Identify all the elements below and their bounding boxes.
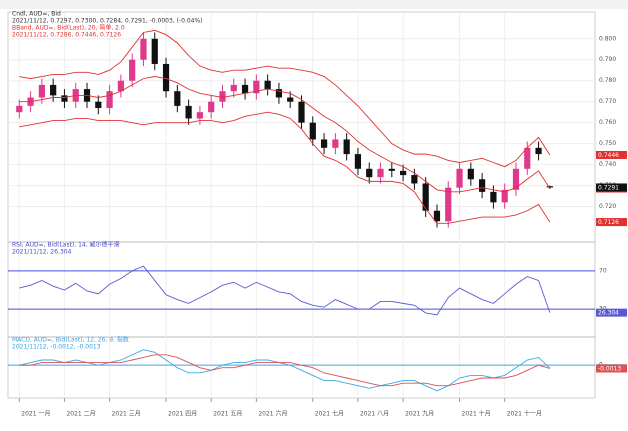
candle-body xyxy=(117,80,124,92)
candle-body xyxy=(16,105,23,113)
candle-body xyxy=(50,84,57,96)
x-tick-label: 2021 二月 xyxy=(66,411,95,418)
candle-body xyxy=(546,186,553,188)
legend-text: MACD, AUD=, Bid(Last), 12, 26, 9, 指数 xyxy=(12,336,129,344)
legend-text: 2021/11/12, 0.7286, 0.7446, 0.7126 xyxy=(12,32,121,39)
candle-body xyxy=(535,147,542,155)
series-line xyxy=(19,76,551,193)
candle-body xyxy=(129,59,136,81)
candle-body xyxy=(95,101,102,108)
y-tick-label: 0.740 xyxy=(599,161,616,168)
candle-body xyxy=(140,38,147,60)
candle-body xyxy=(264,80,271,90)
legend-text: BBand, AUD=, Bid(Last), 20, 简单, 2.0 xyxy=(12,24,125,32)
value-box-label: -0.0013 xyxy=(598,365,621,372)
candle-body xyxy=(241,84,249,94)
y-tick-label: 0.720 xyxy=(599,203,616,210)
window-bar xyxy=(0,0,628,9)
value-box xyxy=(596,218,627,227)
x-tick-label: 2021 四月 xyxy=(168,411,197,418)
value-box xyxy=(596,150,627,159)
value-box-label: 26.304 xyxy=(598,310,619,317)
candle-body xyxy=(253,80,260,94)
y-tick-label: 0.750 xyxy=(599,140,616,147)
y-tick-label: 0.800 xyxy=(599,35,616,42)
series-line xyxy=(19,29,551,168)
y-tick-label: 0.790 xyxy=(599,56,616,63)
candle-body xyxy=(445,187,452,222)
x-tick-label: 2021 十月 xyxy=(462,410,491,418)
x-tick-label: 2021 三月 xyxy=(112,411,141,418)
value-box-label: 0.7446 xyxy=(598,152,619,159)
y-tick-label: 0.770 xyxy=(599,98,616,105)
x-tick-label: 2021 六月 xyxy=(258,410,287,418)
candle-body xyxy=(501,189,508,203)
series-line xyxy=(19,111,551,224)
candle-body xyxy=(151,38,158,64)
y-tick-label: 0.760 xyxy=(599,119,616,126)
candle-body xyxy=(298,101,305,123)
candle-body xyxy=(411,175,418,184)
candle-body xyxy=(275,89,283,98)
candle-body xyxy=(61,95,68,102)
legend-text: 2021/11/12, -0.0012, -0.0013 xyxy=(12,344,101,351)
y-tick-label: 0.780 xyxy=(599,77,616,84)
candle-body xyxy=(332,139,339,148)
candle-body xyxy=(479,179,486,192)
candle-body xyxy=(377,168,384,178)
series-line xyxy=(19,265,551,316)
x-tick-label: 2021 九月 xyxy=(405,410,434,418)
legend-text: 2021/11/12, 0.7297, 0.7300, 0.7284, 0.72… xyxy=(12,18,203,25)
series-line xyxy=(19,354,550,387)
x-tick-label: 2021 八月 xyxy=(360,411,389,418)
candle-body xyxy=(490,191,497,203)
candle-body xyxy=(524,147,531,169)
y-tick-label: 70 xyxy=(599,267,607,274)
x-tick-label: 2021 十一月 xyxy=(507,410,542,418)
candle-body xyxy=(174,91,181,106)
candle-body xyxy=(320,139,328,148)
value-box-label: 0.7126 xyxy=(598,219,619,226)
candle-body xyxy=(512,168,520,190)
legend-text: RSI, AUD=, Bid(Last), 14, 威尔德平滑 xyxy=(12,241,120,249)
value-box xyxy=(596,364,627,373)
candle-body xyxy=(208,101,215,113)
candle-body xyxy=(343,139,350,155)
candle-body xyxy=(366,168,373,178)
candle-body xyxy=(309,122,316,140)
candle-body xyxy=(467,168,474,180)
legend-text: Cndl, AUD=, Bid xyxy=(12,11,61,18)
candle-body xyxy=(354,154,362,169)
candle-body xyxy=(399,170,407,176)
plot-frame xyxy=(7,11,596,399)
candle-body xyxy=(422,183,429,211)
candle-body xyxy=(219,91,226,102)
candle-body xyxy=(287,97,294,102)
candle-body xyxy=(106,91,113,108)
value-box xyxy=(596,308,627,317)
value-box xyxy=(596,183,627,192)
x-tick-label: 2021 一月 xyxy=(21,411,50,418)
candle-body xyxy=(196,112,204,119)
candle-body xyxy=(230,84,237,92)
value-box-label: 0.7291 xyxy=(598,184,619,191)
x-tick-label: 2021 七月 xyxy=(315,410,344,418)
candle-body xyxy=(456,168,463,188)
candle-body xyxy=(433,210,441,222)
legend-text: 2021/11/12, 26.304 xyxy=(12,249,72,256)
candle-body xyxy=(38,84,45,98)
candle-body xyxy=(162,63,170,92)
x-tick-label: 2021 五月 xyxy=(213,411,242,418)
candle-body xyxy=(388,168,395,171)
candle-body xyxy=(185,105,192,119)
